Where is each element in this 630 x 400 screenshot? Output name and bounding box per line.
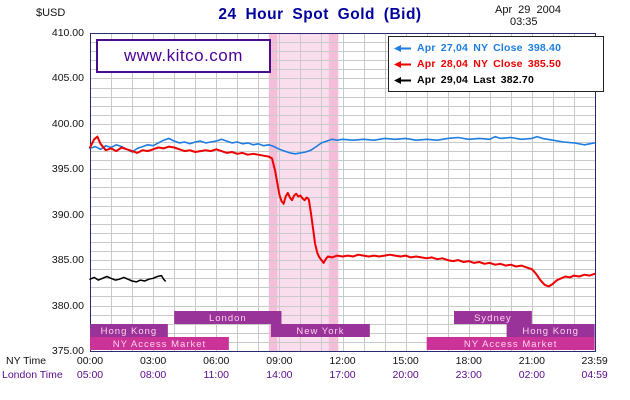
y-axis-tick-label: 405.00 — [51, 72, 84, 85]
timestamp: Apr 29 2004 03:35 — [495, 4, 561, 28]
legend-marker-icon — [394, 76, 411, 84]
session-bar — [454, 311, 532, 324]
highlight-band-edge-right — [328, 33, 339, 351]
chart-title: 24 Hour Spot Gold (Bid) — [218, 6, 422, 23]
session-bar — [426, 337, 595, 350]
ny-time-tick-label: 09:00 — [266, 355, 293, 367]
legend-entry: Apr 29,04 Last 382.70 — [394, 72, 598, 88]
kitco-url-text[interactable]: www.kitco.com — [124, 46, 243, 65]
ny-time-tick-label: 03:00 — [139, 355, 167, 367]
session-bar-label: Hong Kong — [522, 326, 579, 337]
ny-time-axis-label: NY Time — [6, 355, 47, 367]
session-bar-label: NY Access Market — [464, 339, 557, 350]
legend-entry: Apr 28,04 NY Close 385.50 — [394, 56, 598, 72]
london-time-tick-label: 23:00 — [455, 369, 482, 381]
session-bar — [90, 324, 168, 337]
ny-time-tick-label: 15:00 — [392, 355, 419, 367]
ny-time-tick-label: 12:00 — [329, 355, 356, 367]
ny-time-tick-label: 00:00 — [76, 355, 104, 367]
session-bar — [270, 324, 370, 337]
y-axis-tick-label: 410.00 — [51, 27, 84, 39]
session-bar-label: Sydney — [474, 313, 512, 324]
session-bar-label: New York — [296, 326, 344, 337]
ny-time-tick-label: 18:00 — [455, 355, 482, 367]
session-bar-label: NY Access Market — [113, 339, 206, 350]
currency-label: $USD — [36, 7, 66, 19]
date-text: Apr 29 2004 — [495, 4, 561, 16]
price-line-series-2 — [89, 135, 596, 288]
london-time-tick-label: 20:00 — [392, 369, 419, 381]
highlight-band — [268, 33, 339, 351]
london-time-axis-label: London Time — [2, 369, 63, 381]
price-line-series-3 — [89, 274, 167, 283]
legend-marker-icon — [394, 60, 411, 68]
y-axis-tick-label: 380.00 — [51, 299, 84, 312]
plot-border — [90, 33, 596, 352]
y-axis-tick-label: 400.00 — [51, 117, 84, 130]
london-time-tick-label: 11:00 — [203, 369, 230, 381]
y-axis-tick-label: 390.00 — [51, 208, 84, 221]
london-time-tick-label: 14:00 — [266, 369, 293, 381]
y-axis-tick-label: 395.00 — [51, 163, 84, 176]
y-axis-tick-label: 385.00 — [51, 254, 84, 267]
legend-label: Apr 28,04 NY Close 385.50 — [417, 58, 562, 70]
session-bar-label: Hong Kong — [101, 326, 158, 337]
ny-time-tick-label: 23:59 — [581, 355, 608, 367]
london-time-tick-label: 05:00 — [76, 369, 104, 381]
legend-entry: Apr 27,04 NY Close 398.40 — [394, 40, 598, 56]
london-time-tick-label: 04:59 — [581, 369, 608, 381]
session-bar — [174, 311, 282, 324]
legend-marker-icon — [394, 44, 411, 52]
session-bar — [506, 324, 595, 337]
london-time-tick-label: 02:00 — [518, 369, 546, 381]
price-line-series-1 — [89, 135, 596, 155]
london-time-tick-label: 17:00 — [329, 369, 356, 381]
ny-time-tick-label: 21:00 — [518, 355, 546, 367]
legend-label: Apr 29,04 Last 382.70 — [417, 74, 535, 86]
ny-time-tick-label: 06:00 — [203, 355, 230, 367]
time-text: 03:35 — [510, 16, 538, 28]
legend-box: Apr 27,04 NY Close 398.40 Apr 28,04 NY Cl… — [388, 36, 604, 92]
session-bar — [90, 337, 229, 350]
london-time-tick-label: 08:00 — [139, 369, 167, 381]
legend-label: Apr 27,04 NY Close 398.40 — [417, 42, 562, 54]
y-axis-tick-label: 375.00 — [51, 345, 84, 357]
highlight-band-edge-left — [268, 33, 278, 351]
session-bar-label: London — [209, 313, 247, 324]
kitco-watermark-link[interactable]: www.kitco.com — [96, 39, 271, 73]
